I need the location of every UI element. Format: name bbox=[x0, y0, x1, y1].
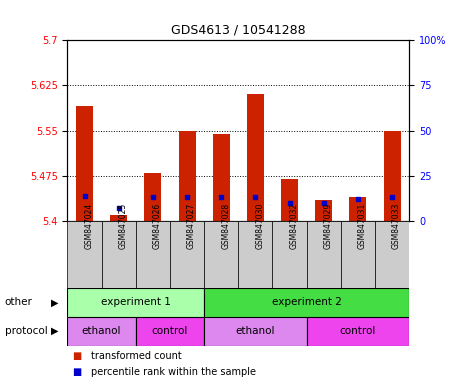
Bar bbox=[349, 197, 366, 221]
Bar bbox=[204, 288, 409, 317]
Text: GSM847026: GSM847026 bbox=[153, 203, 162, 249]
Text: GSM847033: GSM847033 bbox=[392, 203, 401, 249]
Bar bbox=[110, 215, 127, 221]
Text: percentile rank within the sample: percentile rank within the sample bbox=[91, 366, 256, 377]
Text: ■: ■ bbox=[72, 366, 81, 377]
Bar bbox=[341, 221, 375, 288]
Text: ▶: ▶ bbox=[51, 326, 58, 336]
Text: GSM847027: GSM847027 bbox=[187, 203, 196, 249]
Text: control: control bbox=[340, 326, 376, 336]
Text: GSM847025: GSM847025 bbox=[119, 203, 128, 249]
Bar bbox=[179, 131, 196, 221]
Bar bbox=[67, 221, 101, 288]
Bar bbox=[238, 221, 272, 288]
Text: GSM847024: GSM847024 bbox=[85, 203, 93, 249]
Text: control: control bbox=[152, 326, 188, 336]
Text: ethanol: ethanol bbox=[82, 326, 121, 336]
Bar bbox=[136, 221, 170, 288]
Text: protocol: protocol bbox=[5, 326, 47, 336]
Bar bbox=[247, 94, 264, 221]
Bar bbox=[144, 173, 161, 221]
Text: ▶: ▶ bbox=[51, 297, 58, 308]
Bar bbox=[67, 317, 136, 346]
Text: GSM847032: GSM847032 bbox=[290, 203, 299, 249]
Text: ethanol: ethanol bbox=[236, 326, 275, 336]
Bar bbox=[272, 221, 306, 288]
Text: other: other bbox=[5, 297, 33, 308]
Bar bbox=[67, 288, 204, 317]
Text: experiment 2: experiment 2 bbox=[272, 297, 342, 308]
Text: GSM847030: GSM847030 bbox=[255, 203, 265, 249]
Bar bbox=[375, 221, 409, 288]
Bar bbox=[101, 221, 136, 288]
Bar bbox=[204, 317, 306, 346]
Text: GSM847029: GSM847029 bbox=[324, 203, 333, 249]
Text: GSM847028: GSM847028 bbox=[221, 203, 230, 249]
Text: transformed count: transformed count bbox=[91, 351, 181, 361]
Bar bbox=[384, 131, 401, 221]
Bar bbox=[213, 134, 230, 221]
Bar bbox=[315, 200, 332, 221]
Bar bbox=[136, 317, 204, 346]
Bar bbox=[306, 317, 409, 346]
Text: ■: ■ bbox=[72, 351, 81, 361]
Bar bbox=[76, 106, 93, 221]
Text: GSM847031: GSM847031 bbox=[358, 203, 367, 249]
Bar bbox=[306, 221, 341, 288]
Bar bbox=[170, 221, 204, 288]
Text: experiment 1: experiment 1 bbox=[101, 297, 171, 308]
Title: GDS4613 / 10541288: GDS4613 / 10541288 bbox=[171, 23, 306, 36]
Bar bbox=[204, 221, 238, 288]
Bar bbox=[281, 179, 298, 221]
